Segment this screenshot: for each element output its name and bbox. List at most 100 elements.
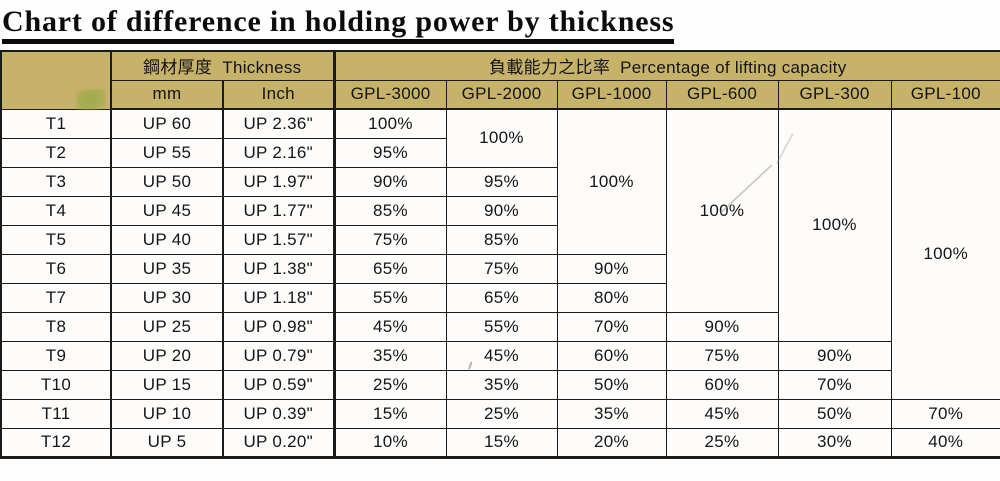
col-header-gpl-100: GPL-100 (890, 79, 1000, 110)
table-row-t2: T2 UP 55 UP 2.16" 95% (0, 137, 1000, 168)
table-row-t9: T9 UP 20 UP 0.79" 35% 45% 60% 75% 90% (0, 340, 1000, 371)
cell-gpl-2000: 45% (445, 340, 558, 371)
cell-mm: UP 15 (110, 369, 224, 400)
row-label: T3 (0, 166, 112, 197)
cell-gpl-1000: 50% (556, 369, 667, 400)
cell-inch: UP 0.98" (221, 311, 335, 342)
cell-gpl-3000: 10% (332, 427, 447, 458)
cell-gpl-300: 100% (777, 108, 892, 342)
cell-mm: UP 55 (110, 137, 224, 168)
cell-gpl-600: 90% (665, 311, 779, 342)
cell-gpl-100: 70% (890, 398, 1000, 429)
cell-mm: UP 35 (110, 253, 224, 284)
table-row-t4: T4 UP 45 UP 1.77" 85% 90% (0, 195, 1000, 226)
cell-gpl-3000: 15% (332, 398, 447, 429)
cell-gpl-2000: 35% (445, 369, 558, 400)
cell-gpl-1000: 100% (556, 108, 667, 255)
col-header-gpl-300: GPL-300 (777, 79, 892, 110)
cell-gpl-3000: 25% (332, 369, 447, 400)
cell-mm: UP 60 (110, 108, 224, 139)
row-label: T11 (0, 398, 112, 429)
cell-inch: UP 2.36" (221, 108, 335, 139)
row-label: T10 (0, 369, 112, 400)
cell-gpl-3000: 90% (332, 166, 447, 197)
cell-gpl-3000: 75% (332, 224, 447, 255)
row-label: T5 (0, 224, 112, 255)
holding-power-table: 鋼材厚度 Thickness 負載能力之比率 Percentage of lift… (0, 50, 1000, 459)
cell-gpl-2000: 55% (445, 311, 558, 342)
cell-mm: UP 5 (110, 427, 224, 458)
row-label: T1 (0, 108, 112, 139)
cell-gpl-600: 25% (665, 427, 779, 458)
row-label: T6 (0, 253, 112, 284)
cell-gpl-100: 40% (890, 427, 1000, 458)
cell-inch: UP 0.39" (221, 398, 335, 429)
table-header: 鋼材厚度 Thickness 負載能力之比率 Percentage of lift… (0, 50, 1000, 110)
cell-gpl-300: 90% (777, 340, 892, 371)
row-label: T4 (0, 195, 112, 226)
table-row-t7: T7 UP 30 UP 1.18" 55% 65% 80% (0, 282, 1000, 313)
page-title-text: Chart of difference in holding power by … (2, 5, 675, 41)
cell-inch: UP 1.57" (221, 224, 335, 255)
cell-gpl-1000: 90% (556, 253, 667, 284)
table-row-t5: T5 UP 40 UP 1.57" 75% 85% (0, 224, 1000, 255)
cell-inch: UP 1.97" (221, 166, 335, 197)
cell-gpl-3000: 45% (332, 311, 447, 342)
cell-inch: UP 0.79" (221, 340, 335, 371)
cell-gpl-2000: 65% (445, 282, 558, 313)
cell-mm: UP 50 (110, 166, 224, 197)
table-row-t10: T10 UP 15 UP 0.59" 25% 35% 50% 60% 70% (0, 369, 1000, 400)
table-row-t11: T11 UP 10 UP 0.39" 15% 25% 35% 45% 50% 70% (0, 398, 1000, 429)
cell-gpl-2000: 90% (445, 195, 558, 226)
cell-gpl-100: 100% (890, 108, 1000, 400)
cell-gpl-2000: 85% (445, 224, 558, 255)
col-header-gpl-600: GPL-600 (665, 79, 779, 110)
thickness-group-header: 鋼材厚度 Thickness (109, 50, 335, 81)
cell-inch: UP 0.59" (221, 369, 335, 400)
cell-gpl-600: 60% (665, 369, 779, 400)
col-header-gpl-2000: GPL-2000 (445, 79, 558, 110)
corner-cell (0, 50, 112, 110)
cell-gpl-3000: 35% (332, 340, 447, 371)
col-header-gpl-3000: GPL-3000 (332, 79, 447, 110)
cell-mm: UP 20 (110, 340, 224, 371)
cell-mm: UP 45 (110, 195, 224, 226)
page-title: Chart of difference in holding power by … (2, 5, 1000, 44)
cell-gpl-2000: 25% (445, 398, 558, 429)
cell-gpl-2000: 15% (445, 427, 558, 458)
cell-inch: UP 1.77" (221, 195, 335, 226)
scanned-page: { "page": { "title": "Chart of differenc… (0, 5, 1000, 481)
table-row-t8: T8 UP 25 UP 0.98" 45% 55% 70% 90% (0, 311, 1000, 342)
cell-gpl-300: 50% (777, 398, 892, 429)
cell-inch: UP 1.38" (221, 253, 335, 284)
cell-gpl-2000: 75% (445, 253, 558, 284)
table-row-t3: T3 UP 50 UP 1.97" 90% 95% (0, 166, 1000, 197)
cell-gpl-3000: 95% (332, 137, 447, 168)
cell-gpl-1000: 60% (556, 340, 667, 371)
cell-mm: UP 40 (110, 224, 224, 255)
cell-gpl-3000: 65% (332, 253, 447, 284)
capacity-group-header: 負載能力之比率 Percentage of lifting capacity (332, 50, 1000, 81)
cell-gpl-3000: 55% (332, 282, 447, 313)
row-label: T12 (0, 427, 112, 458)
cell-inch: UP 2.16" (221, 137, 335, 168)
row-label: T2 (0, 137, 112, 168)
cell-gpl-300: 70% (777, 369, 892, 400)
cell-mm: UP 30 (110, 282, 224, 313)
cell-gpl-1000: 35% (556, 398, 667, 429)
cell-mm: UP 25 (110, 311, 224, 342)
table-row-t12: T12 UP 5 UP 0.20" 10% 15% 20% 25% 30% 40% (0, 427, 1000, 458)
cell-gpl-2000: 95% (445, 166, 558, 197)
cell-gpl-1000: 80% (556, 282, 667, 313)
row-label: T7 (0, 282, 112, 313)
table-row-t6: T6 UP 35 UP 1.38" 65% 75% 90% (0, 253, 1000, 284)
cell-inch: UP 1.18" (221, 282, 335, 313)
row-label: T9 (0, 340, 112, 371)
col-header-gpl-1000: GPL-1000 (556, 79, 667, 110)
cell-gpl-3000: 100% (332, 108, 447, 139)
cell-gpl-3000: 85% (332, 195, 447, 226)
col-header-mm: mm (110, 79, 224, 110)
table-row-t1: T1 UP 60 UP 2.36" 100% 100% 100% 100% 100% 100% (0, 108, 1000, 400)
cell-mm: UP 10 (110, 398, 224, 429)
cell-gpl-600: 75% (665, 340, 779, 371)
